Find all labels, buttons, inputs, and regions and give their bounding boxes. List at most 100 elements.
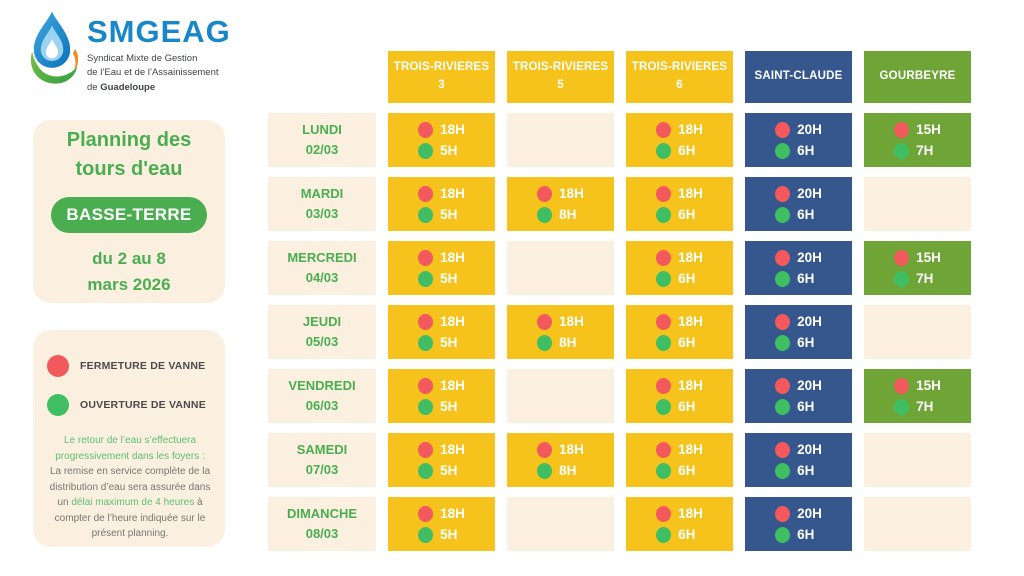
cell-times: 18H 8H xyxy=(537,313,584,351)
schedule-cell: 20H 6H xyxy=(745,305,852,359)
closure-time: 18H xyxy=(559,186,584,201)
opening-time: 6H xyxy=(678,335,696,350)
valve-opening-dot-icon xyxy=(775,398,791,415)
valve-closure-dot-icon xyxy=(418,249,434,266)
time-row: 18H xyxy=(537,185,584,202)
valve-closure-dot-icon xyxy=(656,185,672,202)
tagline-line3-bold: Guadeloupe xyxy=(100,81,156,93)
day-name: MERCREDI xyxy=(287,249,357,265)
cell-times: 20H 6H xyxy=(775,441,822,479)
valve-opening-dot-icon xyxy=(418,206,434,223)
legend-item-label: FERMETURE DE VANNE xyxy=(80,360,206,372)
opening-time: 6H xyxy=(678,207,696,222)
valve-opening-dot-icon xyxy=(656,398,672,415)
date-line2: mars 2026 xyxy=(87,274,171,294)
day-name: LUNDI xyxy=(302,121,342,137)
schedule-cell: 15H 7H xyxy=(864,241,971,295)
opening-time: 6H xyxy=(797,335,815,350)
opening-time: 5H xyxy=(440,143,458,158)
time-row: 20H xyxy=(775,377,822,394)
empty-cell xyxy=(507,241,614,295)
valve-closure-dot-icon xyxy=(418,441,434,458)
day-date: 02/03 xyxy=(305,142,339,157)
valve-closure-dot-icon xyxy=(656,441,672,458)
valve-closure-dot-icon xyxy=(775,249,791,266)
closure-time: 18H xyxy=(440,314,465,329)
closure-time: 18H xyxy=(678,314,703,329)
closure-time: 20H xyxy=(797,506,822,521)
cell-times: 18H 8H xyxy=(537,441,584,479)
opening-time: 6H xyxy=(797,527,815,542)
schedule-cell: 15H 7H xyxy=(864,369,971,423)
time-row: 18H xyxy=(656,441,703,458)
time-row: 20H xyxy=(775,185,822,202)
time-row: 20H xyxy=(775,313,822,330)
cell-times: 18H 6H xyxy=(656,185,703,223)
valve-opening-dot-icon xyxy=(418,526,434,543)
valve-opening-dot-icon xyxy=(418,462,434,479)
opening-time: 6H xyxy=(678,527,696,542)
column-header-name: GOURBEYRE xyxy=(879,70,956,83)
column-header-number: 6 xyxy=(676,79,683,91)
schedule-cell: 18H 6H xyxy=(626,241,733,295)
schedule-cell: 18H 5H xyxy=(388,369,495,423)
cell-times: 18H 6H xyxy=(656,377,703,415)
valve-opening-dot-icon xyxy=(775,206,791,223)
column-header: SAINT-CLAUDE xyxy=(745,51,852,103)
valve-opening-dot-icon xyxy=(418,142,434,159)
time-row: 18H xyxy=(656,505,703,522)
valve-opening-dot-icon xyxy=(656,462,672,479)
legend-item: FERMETURE DE VANNE xyxy=(47,355,213,377)
time-row: 6H xyxy=(775,398,815,415)
closure-time: 18H xyxy=(678,442,703,457)
opening-time: 6H xyxy=(797,143,815,158)
poster-title: Planning des tours d'eau xyxy=(67,126,191,184)
valve-opening-dot-icon xyxy=(894,142,910,159)
note-gray-2: à compter de l’heure indiquée sur le pré… xyxy=(54,497,206,539)
time-row: 6H xyxy=(775,334,815,351)
day-name: VENDREDI xyxy=(288,377,356,393)
valve-closure-dot-icon xyxy=(775,505,791,522)
title-line2: tours d'eau xyxy=(75,158,183,180)
cell-times: 15H 7H xyxy=(894,249,941,287)
opening-time: 6H xyxy=(797,399,815,414)
logo: SMGEAG Syndicat Mixte de Gestion de l’Ea… xyxy=(26,8,231,95)
time-row: 18H xyxy=(418,441,465,458)
cell-times: 20H 6H xyxy=(775,377,822,415)
time-row: 15H xyxy=(894,249,941,266)
opening-time: 7H xyxy=(916,399,934,414)
empty-cell xyxy=(507,113,614,167)
opening-time: 6H xyxy=(797,207,815,222)
legend-item: OUVERTURE DE VANNE xyxy=(47,394,213,416)
brand-tagline: Syndicat Mixte de Gestion de l’Eau et de… xyxy=(87,52,231,95)
closure-time: 18H xyxy=(440,186,465,201)
time-row: 18H xyxy=(418,121,465,138)
opening-time: 6H xyxy=(678,271,696,286)
valve-opening-dot-icon xyxy=(537,206,553,223)
time-row: 5H xyxy=(418,398,457,415)
opening-time: 8H xyxy=(559,335,577,350)
day-name: JEUDI xyxy=(302,313,342,329)
opening-time: 8H xyxy=(559,207,577,222)
time-row: 18H xyxy=(537,441,584,458)
time-row: 18H xyxy=(537,313,584,330)
title-panel: Planning des tours d'eau BASSE-TERRE du … xyxy=(33,120,225,303)
valve-closure-dot-icon xyxy=(656,249,672,266)
schedule-cell: 20H 6H xyxy=(745,177,852,231)
opening-time: 5H xyxy=(440,463,458,478)
time-row: 15H xyxy=(894,377,941,394)
valve-closure-dot-icon xyxy=(418,121,434,138)
time-row: 7H xyxy=(894,142,933,159)
tagline-line3-prefix: de xyxy=(87,81,101,93)
cell-times: 15H 7H xyxy=(894,377,941,415)
schedule-cell: 18H 6H xyxy=(626,433,733,487)
valve-closure-dot-icon xyxy=(775,441,791,458)
valve-closure-dot-icon xyxy=(47,355,69,377)
time-row: 8H xyxy=(537,462,576,479)
time-row: 5H xyxy=(418,270,457,287)
legend-note: Le retour de l’eau s’effectuera progress… xyxy=(47,433,213,542)
schedule-cell: 18H 8H xyxy=(507,177,614,231)
cell-times: 18H 5H xyxy=(418,441,465,479)
closure-time: 18H xyxy=(678,378,703,393)
day-cell: DIMANCHE 08/03 xyxy=(268,497,376,551)
